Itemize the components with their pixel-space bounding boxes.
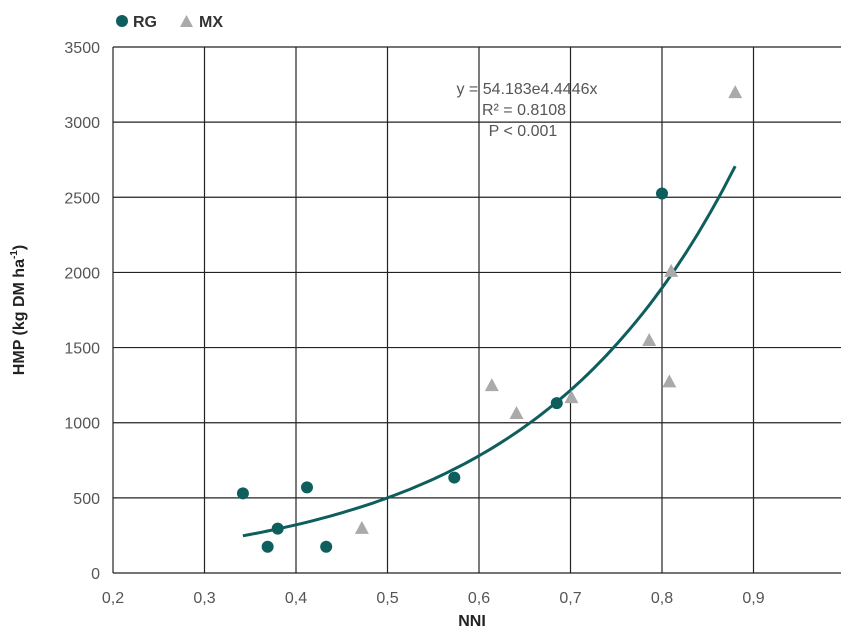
- point-rg: [320, 540, 333, 553]
- point-mx: [509, 405, 524, 419]
- point-rg: [261, 540, 274, 553]
- point-rg: [271, 522, 284, 535]
- x-tick-label: 0,9: [742, 590, 764, 607]
- x-tick-label: 0,5: [376, 590, 398, 607]
- equation-text: y = 54.183e4.4446x: [456, 81, 597, 98]
- point-rg: [236, 487, 249, 500]
- legend-rg-marker: [116, 15, 128, 27]
- point-rg: [656, 187, 668, 200]
- y-tick-label: 0: [91, 566, 100, 583]
- point-mx: [662, 374, 677, 388]
- y-tick-label: 1500: [64, 341, 100, 358]
- point-rg: [300, 481, 313, 494]
- y-tick-label: 3000: [64, 115, 100, 132]
- y-axis-title-close: ): [11, 245, 28, 250]
- point-mx: [664, 263, 679, 277]
- trendline: [242, 165, 737, 538]
- y-axis-title: HMP (kg DM ha-1): [9, 245, 28, 375]
- legend-rg-label: RG: [133, 14, 157, 31]
- point-mx: [642, 333, 657, 347]
- point-rg: [550, 397, 563, 410]
- p-value-text: P < 0.001: [489, 123, 558, 140]
- x-tick-label: 0,7: [559, 590, 581, 607]
- y-axis-title-main: HMP (kg DM ha: [11, 259, 28, 375]
- point-mx: [354, 520, 369, 534]
- x-tick-label: 0,2: [102, 590, 124, 607]
- y-tick-label: 2000: [64, 265, 100, 282]
- y-tick-label: 3500: [64, 40, 100, 57]
- y-tick-label: 2500: [64, 190, 100, 207]
- data-points: [236, 85, 743, 553]
- point-rg: [448, 471, 461, 484]
- x-tick-label: 0,6: [468, 590, 490, 607]
- y-tick-labels: 0 500 1000 1500 2000 2500 3000 3500: [64, 40, 100, 583]
- y-tick-label: 1000: [64, 416, 100, 433]
- legend-mx-marker: [180, 15, 193, 27]
- point-mx: [728, 85, 743, 99]
- x-tick-label: 0,4: [285, 590, 307, 607]
- grid-lines: [112, 46, 841, 574]
- r-squared-text: R² = 0.8108: [482, 102, 566, 119]
- x-tick-label: 0,8: [651, 590, 673, 607]
- x-axis-title: NNI: [458, 613, 486, 630]
- legend-mx-label: MX: [199, 14, 223, 31]
- x-tick-labels: 0,20,30,40,50,60,70,80,91: [102, 590, 841, 607]
- y-axis-title-sup: -1: [9, 250, 20, 259]
- legend: RG MX: [116, 14, 223, 31]
- y-tick-label: 500: [73, 491, 100, 508]
- point-mx: [484, 378, 499, 392]
- x-tick-label: 0,3: [193, 590, 215, 607]
- trendline-group: [242, 165, 737, 538]
- regression-annotation: y = 54.183e4.4446x R² = 0.8108 P < 0.001: [456, 81, 597, 140]
- point-mx: [564, 390, 579, 404]
